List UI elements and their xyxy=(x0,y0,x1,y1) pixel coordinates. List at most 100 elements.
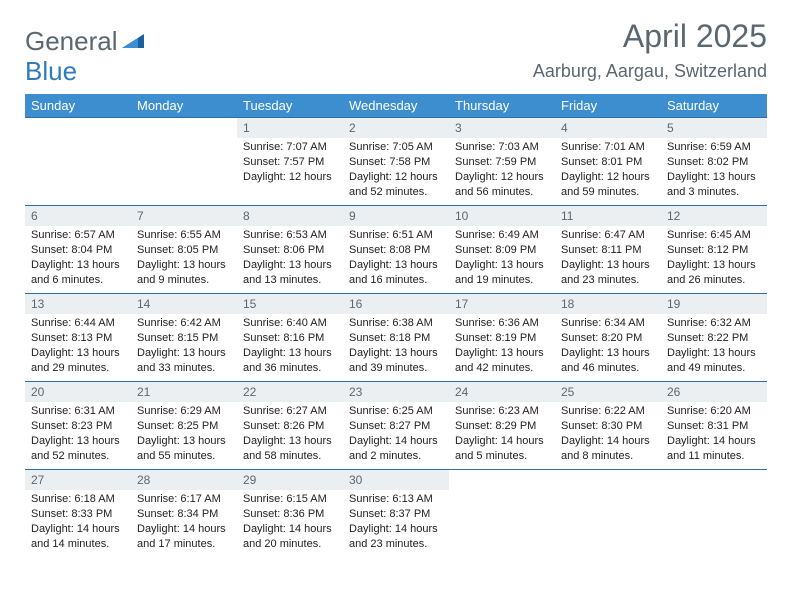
day-details: Sunrise: 6:42 AMSunset: 8:15 PMDaylight:… xyxy=(131,314,237,379)
day-details: Sunrise: 6:23 AMSunset: 8:29 PMDaylight:… xyxy=(449,402,555,467)
logo-text-general: General xyxy=(25,26,118,57)
date-number: 19 xyxy=(661,294,767,314)
date-number: 27 xyxy=(25,470,131,490)
day-details: Sunrise: 6:27 AMSunset: 8:26 PMDaylight:… xyxy=(237,402,343,467)
day-details: Sunrise: 6:44 AMSunset: 8:13 PMDaylight:… xyxy=(25,314,131,379)
day-cell xyxy=(25,118,131,206)
day-header: Friday xyxy=(555,94,661,118)
day-cell xyxy=(449,470,555,558)
day-details: Sunrise: 7:07 AMSunset: 7:57 PMDaylight:… xyxy=(237,138,343,189)
day-cell: 22Sunrise: 6:27 AMSunset: 8:26 PMDayligh… xyxy=(237,382,343,470)
week-row: 20Sunrise: 6:31 AMSunset: 8:23 PMDayligh… xyxy=(25,382,767,470)
day-header: Thursday xyxy=(449,94,555,118)
day-details: Sunrise: 6:49 AMSunset: 8:09 PMDaylight:… xyxy=(449,226,555,291)
day-details: Sunrise: 6:55 AMSunset: 8:05 PMDaylight:… xyxy=(131,226,237,291)
day-cell: 15Sunrise: 6:40 AMSunset: 8:16 PMDayligh… xyxy=(237,294,343,382)
date-number: 28 xyxy=(131,470,237,490)
day-details: Sunrise: 6:22 AMSunset: 8:30 PMDaylight:… xyxy=(555,402,661,467)
header: General April 2025 Aarburg, Aargau, Swit… xyxy=(25,18,767,82)
day-cell xyxy=(661,470,767,558)
date-number: 25 xyxy=(555,382,661,402)
day-cell: 29Sunrise: 6:15 AMSunset: 8:36 PMDayligh… xyxy=(237,470,343,558)
date-number: 20 xyxy=(25,382,131,402)
week-row: 6Sunrise: 6:57 AMSunset: 8:04 PMDaylight… xyxy=(25,206,767,294)
day-cell: 7Sunrise: 6:55 AMSunset: 8:05 PMDaylight… xyxy=(131,206,237,294)
day-cell: 14Sunrise: 6:42 AMSunset: 8:15 PMDayligh… xyxy=(131,294,237,382)
day-cell: 6Sunrise: 6:57 AMSunset: 8:04 PMDaylight… xyxy=(25,206,131,294)
day-cell: 2Sunrise: 7:05 AMSunset: 7:58 PMDaylight… xyxy=(343,118,449,206)
date-number: 24 xyxy=(449,382,555,402)
day-header-row: SundayMondayTuesdayWednesdayThursdayFrid… xyxy=(25,94,767,118)
date-number: 17 xyxy=(449,294,555,314)
logo-text-blue: Blue xyxy=(25,56,77,87)
day-details: Sunrise: 6:53 AMSunset: 8:06 PMDaylight:… xyxy=(237,226,343,291)
day-cell: 20Sunrise: 6:31 AMSunset: 8:23 PMDayligh… xyxy=(25,382,131,470)
day-cell xyxy=(555,470,661,558)
date-number: 26 xyxy=(661,382,767,402)
day-cell: 8Sunrise: 6:53 AMSunset: 8:06 PMDaylight… xyxy=(237,206,343,294)
date-number: 4 xyxy=(555,118,661,138)
date-number: 21 xyxy=(131,382,237,402)
week-row: 27Sunrise: 6:18 AMSunset: 8:33 PMDayligh… xyxy=(25,470,767,558)
day-header: Wednesday xyxy=(343,94,449,118)
day-cell: 12Sunrise: 6:45 AMSunset: 8:12 PMDayligh… xyxy=(661,206,767,294)
date-number: 30 xyxy=(343,470,449,490)
date-number: 9 xyxy=(343,206,449,226)
date-number: 18 xyxy=(555,294,661,314)
calendar-body: 1Sunrise: 7:07 AMSunset: 7:57 PMDaylight… xyxy=(25,118,767,558)
logo: General xyxy=(25,18,146,57)
day-cell: 28Sunrise: 6:17 AMSunset: 8:34 PMDayligh… xyxy=(131,470,237,558)
day-cell: 3Sunrise: 7:03 AMSunset: 7:59 PMDaylight… xyxy=(449,118,555,206)
date-number: 22 xyxy=(237,382,343,402)
date-number: 15 xyxy=(237,294,343,314)
date-number: 16 xyxy=(343,294,449,314)
day-cell: 5Sunrise: 6:59 AMSunset: 8:02 PMDaylight… xyxy=(661,118,767,206)
day-details: Sunrise: 6:40 AMSunset: 8:16 PMDaylight:… xyxy=(237,314,343,379)
day-cell: 10Sunrise: 6:49 AMSunset: 8:09 PMDayligh… xyxy=(449,206,555,294)
day-details: Sunrise: 6:51 AMSunset: 8:08 PMDaylight:… xyxy=(343,226,449,291)
date-number: 11 xyxy=(555,206,661,226)
date-number: 29 xyxy=(237,470,343,490)
day-details: Sunrise: 6:17 AMSunset: 8:34 PMDaylight:… xyxy=(131,490,237,555)
month-title: April 2025 xyxy=(533,18,767,55)
date-number: 14 xyxy=(131,294,237,314)
day-details: Sunrise: 6:34 AMSunset: 8:20 PMDaylight:… xyxy=(555,314,661,379)
day-cell: 25Sunrise: 6:22 AMSunset: 8:30 PMDayligh… xyxy=(555,382,661,470)
calendar-table: SundayMondayTuesdayWednesdayThursdayFrid… xyxy=(25,94,767,558)
date-number: 3 xyxy=(449,118,555,138)
day-details: Sunrise: 6:15 AMSunset: 8:36 PMDaylight:… xyxy=(237,490,343,555)
day-details: Sunrise: 7:03 AMSunset: 7:59 PMDaylight:… xyxy=(449,138,555,203)
date-number: 2 xyxy=(343,118,449,138)
day-cell: 23Sunrise: 6:25 AMSunset: 8:27 PMDayligh… xyxy=(343,382,449,470)
day-details: Sunrise: 6:32 AMSunset: 8:22 PMDaylight:… xyxy=(661,314,767,379)
day-cell: 26Sunrise: 6:20 AMSunset: 8:31 PMDayligh… xyxy=(661,382,767,470)
day-details: Sunrise: 6:59 AMSunset: 8:02 PMDaylight:… xyxy=(661,138,767,203)
date-number: 7 xyxy=(131,206,237,226)
location: Aarburg, Aargau, Switzerland xyxy=(533,61,767,82)
date-number: 10 xyxy=(449,206,555,226)
logo-icon xyxy=(122,26,146,57)
day-cell: 24Sunrise: 6:23 AMSunset: 8:29 PMDayligh… xyxy=(449,382,555,470)
date-number: 6 xyxy=(25,206,131,226)
day-cell xyxy=(131,118,237,206)
day-cell: 18Sunrise: 6:34 AMSunset: 8:20 PMDayligh… xyxy=(555,294,661,382)
day-details: Sunrise: 6:18 AMSunset: 8:33 PMDaylight:… xyxy=(25,490,131,555)
date-number: 12 xyxy=(661,206,767,226)
day-cell: 27Sunrise: 6:18 AMSunset: 8:33 PMDayligh… xyxy=(25,470,131,558)
week-row: 13Sunrise: 6:44 AMSunset: 8:13 PMDayligh… xyxy=(25,294,767,382)
date-number: 23 xyxy=(343,382,449,402)
day-details: Sunrise: 6:13 AMSunset: 8:37 PMDaylight:… xyxy=(343,490,449,555)
day-details: Sunrise: 6:20 AMSunset: 8:31 PMDaylight:… xyxy=(661,402,767,467)
day-cell: 17Sunrise: 6:36 AMSunset: 8:19 PMDayligh… xyxy=(449,294,555,382)
day-cell: 1Sunrise: 7:07 AMSunset: 7:57 PMDaylight… xyxy=(237,118,343,206)
day-details: Sunrise: 7:05 AMSunset: 7:58 PMDaylight:… xyxy=(343,138,449,203)
day-header: Tuesday xyxy=(237,94,343,118)
date-number: 13 xyxy=(25,294,131,314)
date-number: 5 xyxy=(661,118,767,138)
day-cell: 16Sunrise: 6:38 AMSunset: 8:18 PMDayligh… xyxy=(343,294,449,382)
week-row: 1Sunrise: 7:07 AMSunset: 7:57 PMDaylight… xyxy=(25,118,767,206)
day-details: Sunrise: 6:36 AMSunset: 8:19 PMDaylight:… xyxy=(449,314,555,379)
day-details: Sunrise: 6:45 AMSunset: 8:12 PMDaylight:… xyxy=(661,226,767,291)
day-cell: 11Sunrise: 6:47 AMSunset: 8:11 PMDayligh… xyxy=(555,206,661,294)
day-details: Sunrise: 6:57 AMSunset: 8:04 PMDaylight:… xyxy=(25,226,131,291)
